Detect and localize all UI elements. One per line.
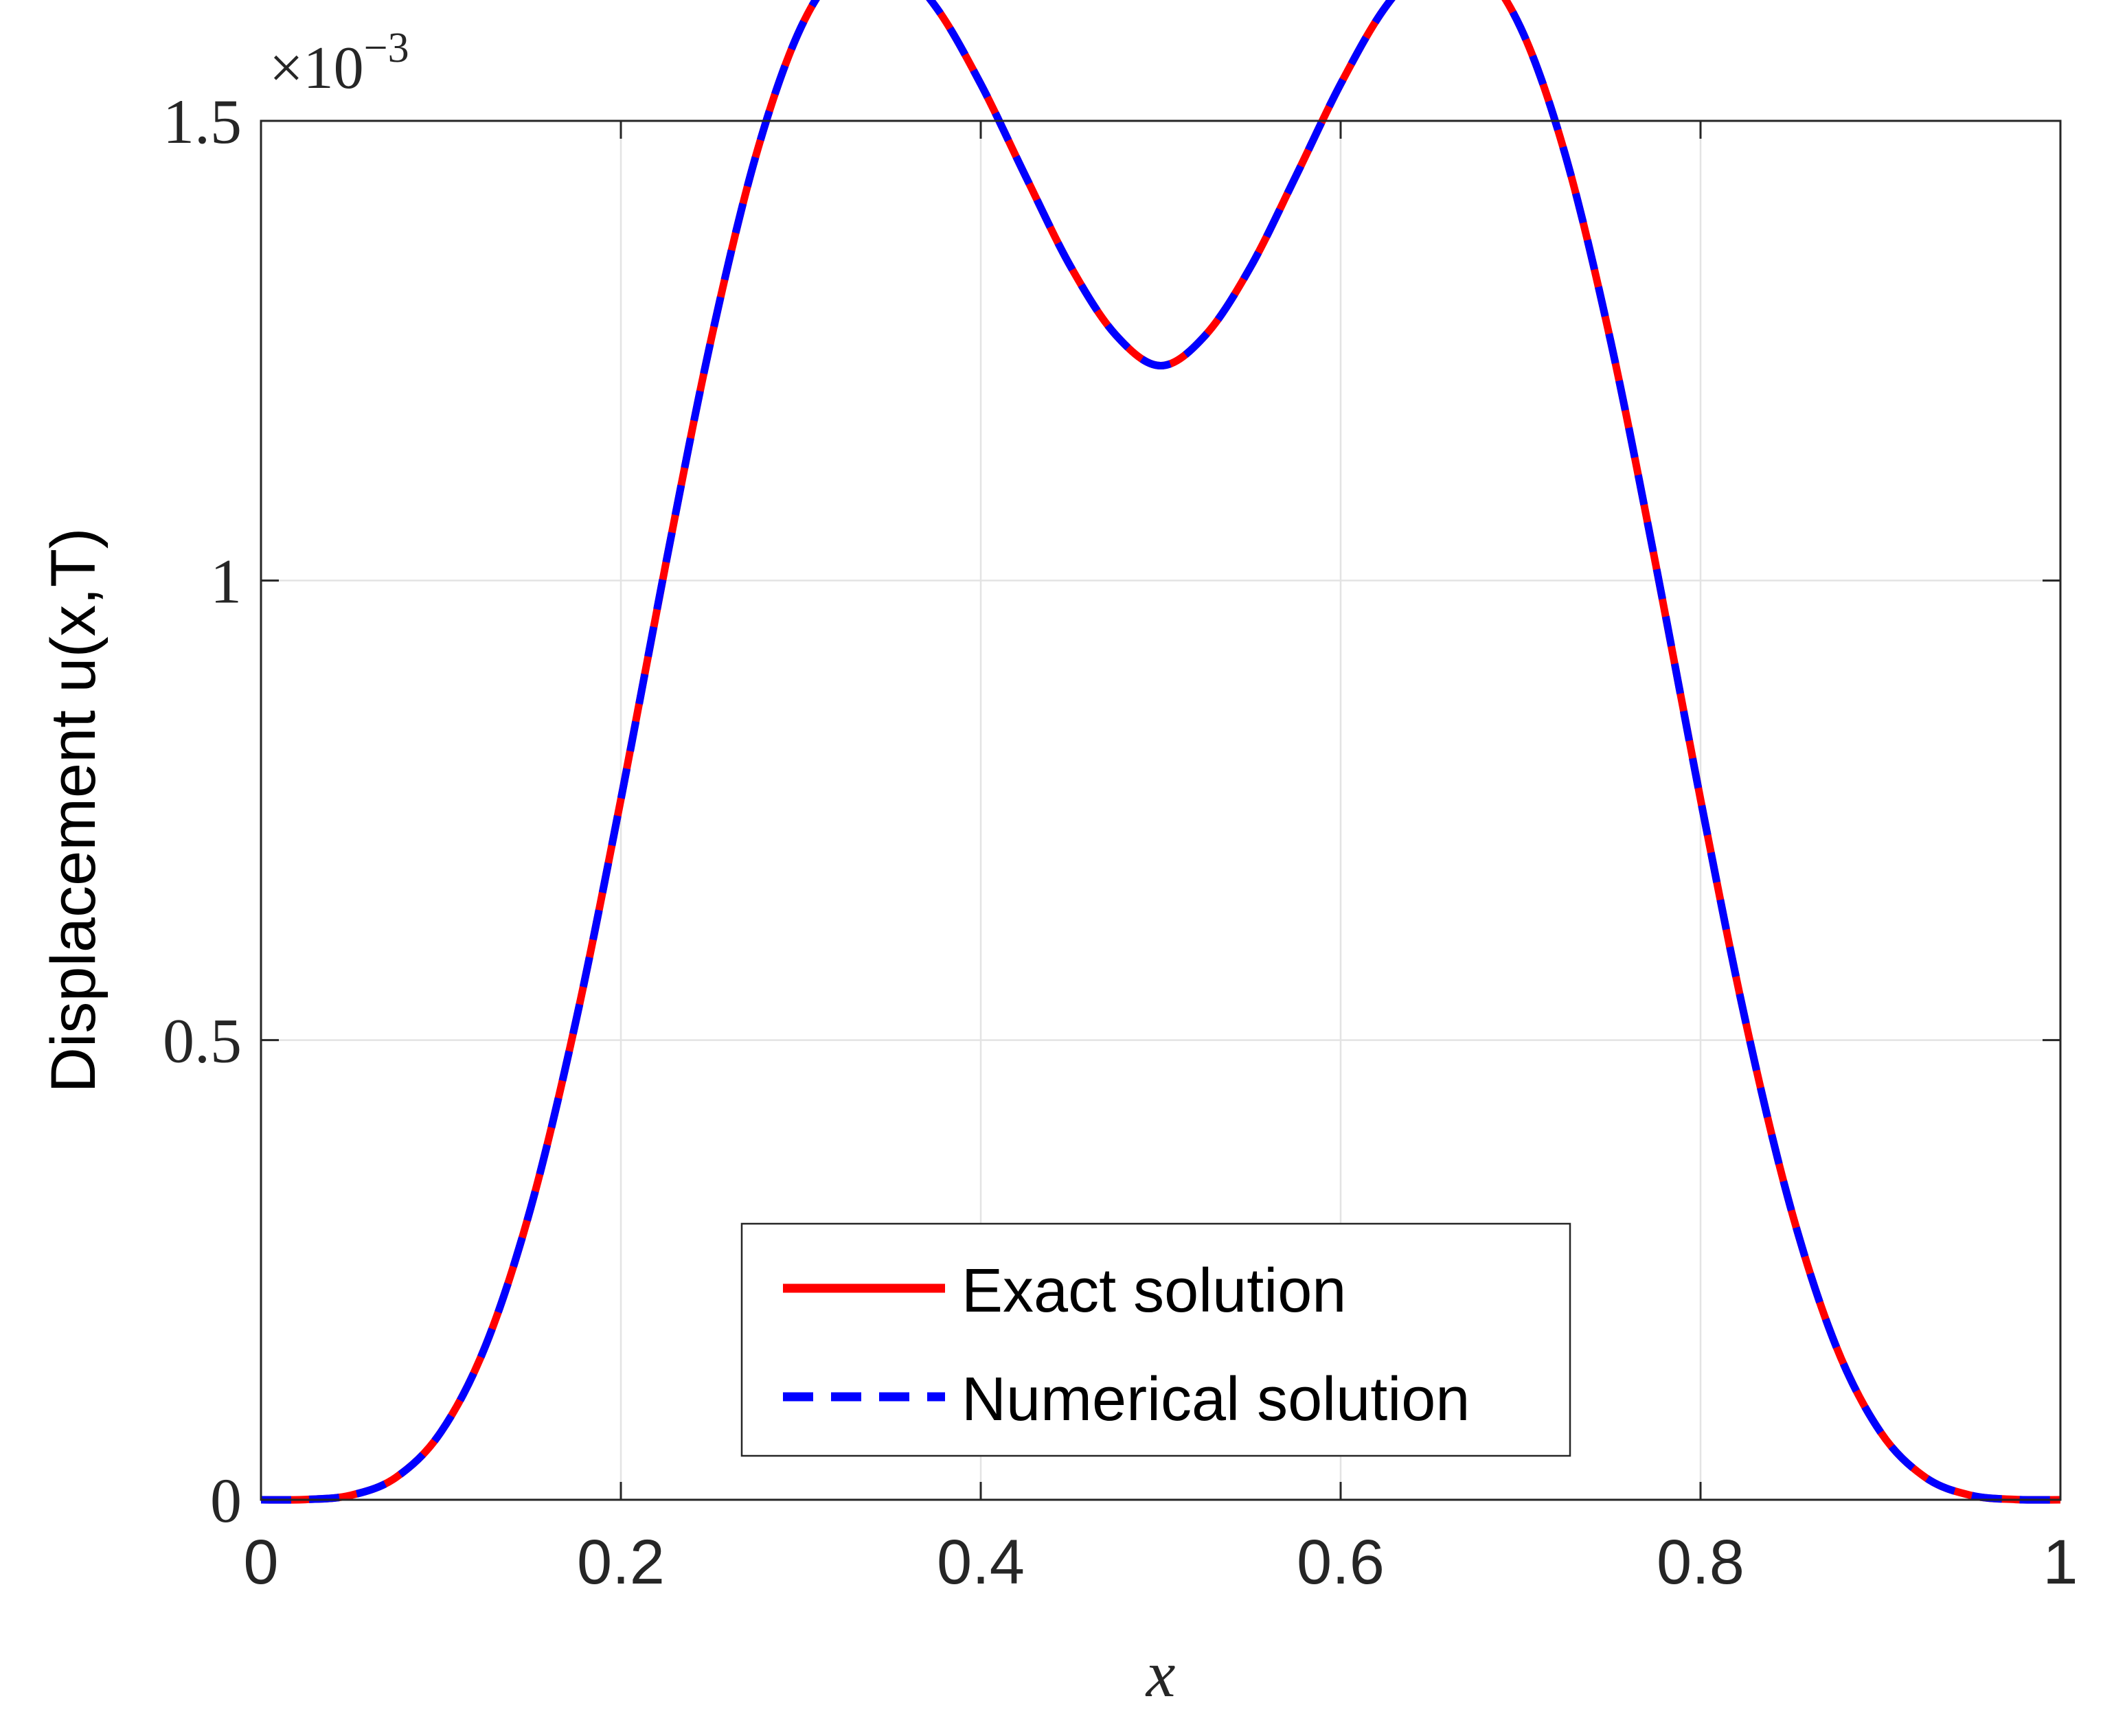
y-tick-label: 1.5 (163, 87, 242, 157)
axis-ticks: 0 0.2 0.4 0.6 0.8 1 0 0.5 1 1.5 (163, 87, 2078, 1597)
plot-area-frame (260, 119, 2062, 1501)
y-tick-label: 0.5 (163, 1006, 242, 1076)
series-lines (260, 0, 2061, 1504)
x-tick-label: 0.4 (937, 1527, 1025, 1597)
legend-label-numerical-solution: Numerical solution (962, 1365, 1470, 1434)
y-axis-exponent: ×10−3 (269, 25, 409, 102)
x-tick-label: 0.6 (1297, 1527, 1385, 1597)
legend-box (740, 1222, 1571, 1457)
x-tick-label: 0.2 (577, 1527, 665, 1597)
legend-label-exact-solution: Exact solution (962, 1257, 1346, 1325)
legend: Exact solution Numerical solution (740, 1222, 1571, 1457)
y-axis-exponent-power: −3 (364, 25, 409, 71)
y-tick-label: 0 (210, 1465, 242, 1535)
y-tick-label: 1 (210, 546, 242, 616)
y-axis-label: Displacement u(x,T) (38, 527, 109, 1093)
x-tick-label: 0 (243, 1527, 278, 1597)
x-axis-label: x (1145, 1637, 1176, 1711)
y-axis-exponent-base: ×10 (269, 35, 364, 102)
series-line-numerical-solution (260, 0, 2061, 1504)
x-tick-label: 1 (2043, 1527, 2078, 1597)
x-tick-label: 0.8 (1657, 1527, 1744, 1597)
